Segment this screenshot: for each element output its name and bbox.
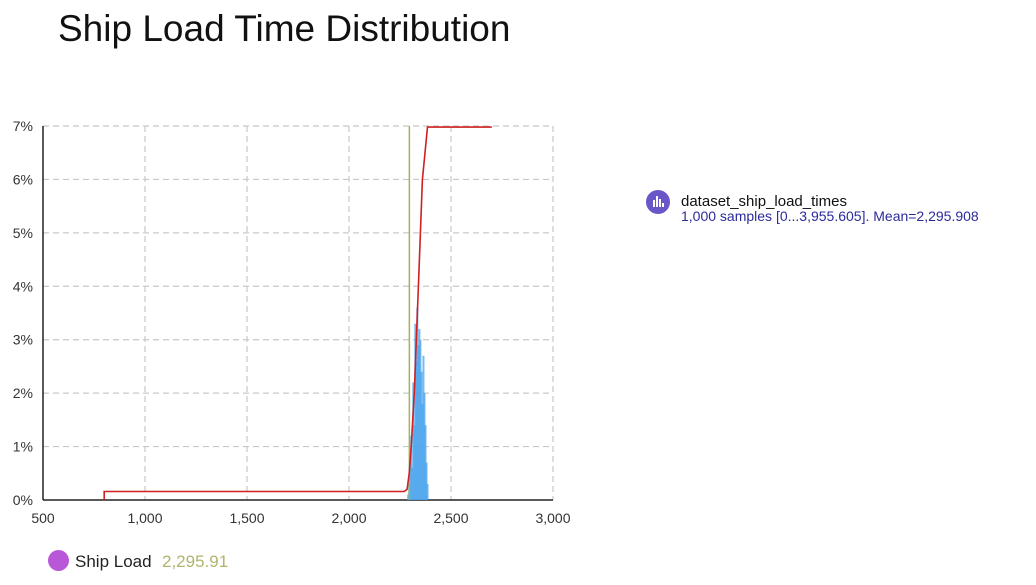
histogram-bars <box>407 307 429 500</box>
histogram-bar <box>410 435 413 500</box>
histogram-bar <box>417 345 420 500</box>
axes <box>42 126 553 501</box>
y-tick-label: 7% <box>13 118 33 134</box>
tick-labels: 0% 1% 2% 3% 4% 5% 6% 7% 500 1,000 1,500 2,000 2,500 3… <box>13 118 571 526</box>
histogram-bar <box>419 339 422 500</box>
histogram-bar <box>416 307 419 500</box>
histogram-bar <box>413 425 416 500</box>
x-tick-label: 500 <box>31 510 55 526</box>
histogram-bar <box>422 355 425 500</box>
x-tick-label: 2,500 <box>433 510 468 526</box>
marker-label: Ship Load <box>75 552 152 571</box>
x-tick-label: 3,000 <box>535 510 570 526</box>
histogram-bar <box>414 323 417 500</box>
histogram-bar <box>411 467 414 500</box>
histogram-bar <box>407 494 410 500</box>
legend-series-name: dataset_ship_load_times <box>681 193 847 210</box>
x-tick-label: 2,000 <box>331 510 366 526</box>
y-tick-label: 4% <box>13 278 33 294</box>
page-title: Ship Load Time Distribution <box>58 8 511 49</box>
histogram-bar <box>420 371 423 500</box>
histogram-bar <box>426 483 429 500</box>
histogram-bar <box>418 329 421 500</box>
histogram-bar <box>409 457 412 500</box>
x-tick-label: 1,000 <box>127 510 162 526</box>
y-tick-label: 3% <box>13 332 33 348</box>
histogram-bar <box>424 425 427 500</box>
y-tick-label: 2% <box>13 385 33 401</box>
y-tick-label: 1% <box>13 439 33 455</box>
marker-value: 2,295.91 <box>162 552 229 571</box>
cdf-series-line <box>103 126 492 500</box>
histogram-bar <box>412 382 415 500</box>
histogram-icon <box>646 190 670 214</box>
histogram-bar <box>415 361 418 500</box>
marker-dot-icon <box>48 550 69 571</box>
y-tick-label: 6% <box>13 171 33 187</box>
histogram-bar <box>423 393 426 500</box>
y-tick-label: 0% <box>13 492 33 508</box>
histogram-bar <box>421 403 424 500</box>
y-tick-label: 5% <box>13 225 33 241</box>
x-tick-label: 1,500 <box>229 510 264 526</box>
legend-series-description: 1,000 samples [0...3,955.605]. Mean=2,29… <box>681 208 979 224</box>
grid <box>43 125 554 500</box>
cdf-line <box>103 126 492 500</box>
histogram-bar <box>425 462 428 500</box>
